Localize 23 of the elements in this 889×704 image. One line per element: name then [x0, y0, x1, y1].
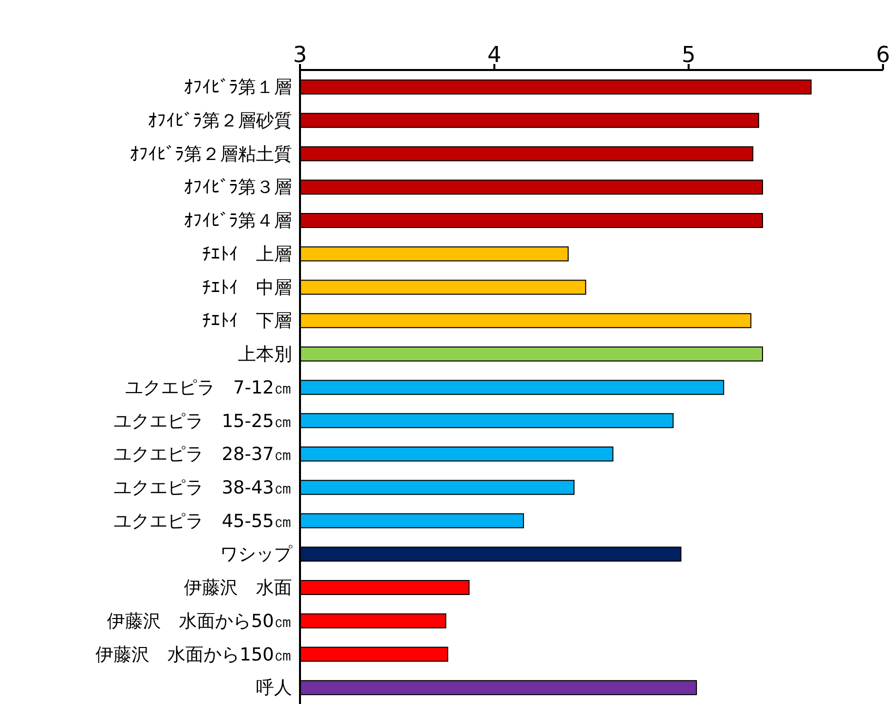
- y-tick-label: 上本別: [238, 344, 292, 366]
- y-tick-label: ﾁｴﾄｲ 下層: [202, 310, 292, 332]
- x-tick-label: 6: [876, 43, 889, 68]
- y-tick-label: ワシップ: [220, 544, 293, 566]
- y-tick-label: 伊藤沢 水面から150㎝: [96, 644, 292, 666]
- y-tick-label: ユクエピラ 7-12㎝: [125, 377, 292, 398]
- y-tick-label: 呼人: [256, 678, 292, 699]
- y-tick-label: ｵﾌｲﾋﾞﾗ第２層砂質: [148, 110, 292, 132]
- y-tick-label: 伊藤沢 水面: [184, 578, 292, 599]
- y-tick-label: ユクエピラ 28-37㎝: [114, 444, 292, 466]
- y-tick-label: ユクエピラ 15-25㎝: [114, 410, 292, 432]
- y-tick-label: ｵﾌｲﾋﾞﾗ第２層粘土質: [130, 144, 292, 165]
- x-tick-label: 3: [293, 43, 307, 68]
- y-tick-label: 伊藤沢 水面から50㎝: [107, 610, 292, 632]
- x-tick-label: 5: [682, 43, 696, 68]
- y-tick-label: ﾁｴﾄｲ 上層: [202, 244, 292, 265]
- y-tick-label: ｵﾌｲﾋﾞﾗ第３層: [184, 177, 292, 198]
- y-tick-label: ﾁｴﾄｲ 中層: [202, 277, 292, 298]
- y-tick-label: ユクエピラ 45-55㎝: [114, 510, 292, 532]
- y-tick-label: ｵﾌｲﾋﾞﾗ第４層: [184, 210, 292, 232]
- y-tick-label: ユクエピラ 38-43㎝: [114, 477, 292, 498]
- y-tick-label: ｵﾌｲﾋﾞﾗ第１層: [184, 77, 292, 98]
- x-tick-label: 4: [487, 43, 502, 68]
